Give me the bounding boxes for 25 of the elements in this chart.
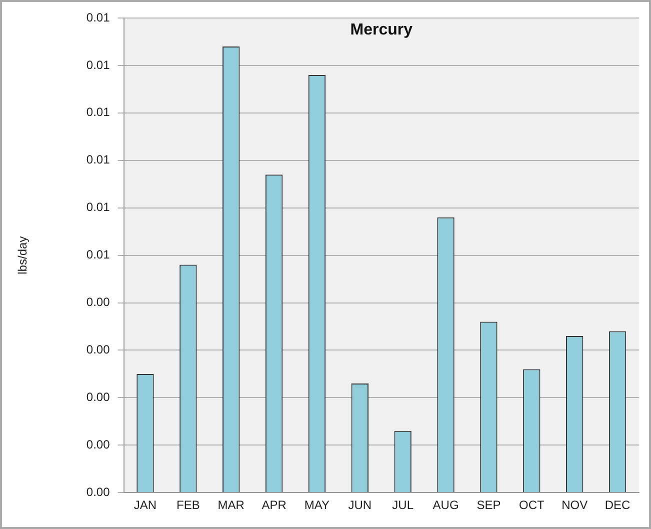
x-tick-label: JAN (134, 498, 157, 512)
y-tick-label: 0.01 (86, 58, 110, 72)
x-tick-label: MAY (304, 498, 330, 512)
x-tick-label: SEP (476, 498, 501, 512)
y-tick-label: 0.00 (86, 484, 110, 499)
y-tick-label: 0.01 (86, 105, 110, 120)
y-tick-label: 0.01 (86, 200, 110, 214)
x-tick-label: OCT (518, 498, 545, 512)
x-tick-label: JUN (348, 498, 372, 512)
x-tick-label: APR (262, 498, 287, 512)
y-axis-title: lbs/day (16, 236, 30, 274)
x-tick-label: NOV (562, 498, 588, 512)
x-tick-label: JUL (392, 498, 414, 512)
y-tick-label: 0.00 (86, 295, 110, 310)
y-tick-label: 0.00 (86, 390, 110, 404)
y-tick-label: 0.01 (86, 248, 110, 262)
x-tick-label: DEC (604, 498, 631, 512)
x-tick-label: FEB (176, 498, 200, 512)
y-tick-label: 0.00 (86, 437, 110, 452)
y-tick-label: 0.00 (86, 342, 110, 357)
chart-title: Mercury (350, 21, 413, 38)
y-tick-label: 0.01 (86, 10, 110, 24)
x-tick-label: MAR (218, 498, 245, 512)
y-tick-label: 0.01 (86, 152, 110, 167)
x-tick-label: AUG (432, 498, 459, 512)
